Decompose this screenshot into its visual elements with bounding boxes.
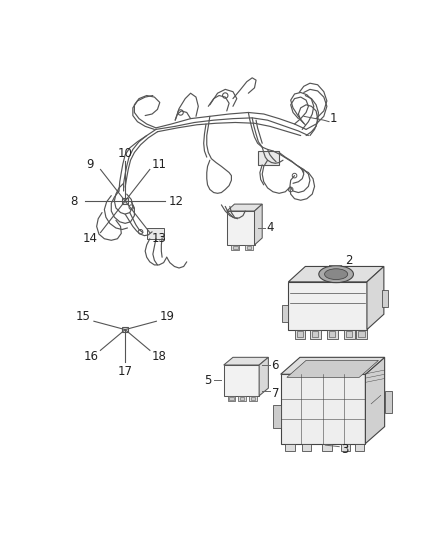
Text: 16: 16: [84, 350, 99, 363]
Bar: [385, 391, 392, 413]
Bar: [329, 331, 336, 336]
Bar: [355, 443, 364, 451]
Bar: [123, 327, 128, 332]
Bar: [245, 245, 253, 251]
Bar: [122, 198, 128, 204]
Polygon shape: [254, 204, 262, 245]
Bar: [240, 397, 244, 400]
Bar: [285, 443, 294, 451]
Polygon shape: [281, 357, 385, 374]
Bar: [302, 443, 311, 451]
Text: 1: 1: [329, 112, 337, 125]
Text: 3: 3: [341, 443, 348, 456]
Bar: [227, 211, 254, 245]
Bar: [224, 365, 259, 396]
Bar: [231, 245, 239, 251]
Text: 19: 19: [160, 310, 175, 323]
Bar: [358, 331, 364, 336]
Text: 11: 11: [152, 158, 166, 171]
Polygon shape: [287, 360, 378, 377]
Polygon shape: [367, 266, 384, 329]
Text: 17: 17: [118, 365, 133, 378]
Polygon shape: [365, 357, 385, 443]
Ellipse shape: [325, 269, 348, 280]
Polygon shape: [259, 357, 268, 396]
Bar: [344, 329, 355, 339]
Text: 2: 2: [345, 254, 352, 267]
Text: 13: 13: [152, 232, 166, 245]
Text: 14: 14: [82, 232, 97, 245]
Text: 12: 12: [169, 195, 184, 207]
Bar: [247, 246, 251, 249]
Bar: [294, 329, 305, 339]
Text: 15: 15: [76, 310, 91, 323]
Text: 4: 4: [266, 222, 274, 235]
Bar: [228, 396, 235, 401]
Bar: [258, 151, 279, 165]
Bar: [288, 282, 367, 329]
Bar: [238, 396, 246, 401]
Bar: [273, 405, 281, 428]
Bar: [312, 331, 318, 336]
Ellipse shape: [319, 265, 353, 282]
Text: 6: 6: [272, 359, 279, 372]
Bar: [249, 396, 257, 401]
Bar: [229, 397, 234, 400]
Bar: [341, 443, 350, 451]
Bar: [233, 246, 237, 249]
Text: 10: 10: [118, 147, 133, 160]
Bar: [381, 289, 388, 306]
Bar: [251, 397, 255, 400]
Bar: [356, 329, 367, 339]
Polygon shape: [224, 357, 268, 365]
Bar: [282, 305, 288, 322]
Bar: [346, 331, 352, 336]
Polygon shape: [227, 204, 262, 211]
Bar: [327, 329, 338, 339]
Bar: [310, 329, 321, 339]
Text: 9: 9: [86, 158, 93, 171]
Text: 8: 8: [71, 195, 78, 207]
Bar: [281, 374, 365, 443]
Bar: [322, 443, 332, 451]
Bar: [147, 228, 164, 239]
Polygon shape: [288, 266, 384, 282]
Text: 18: 18: [152, 350, 166, 363]
Text: 7: 7: [272, 387, 279, 400]
Text: 5: 5: [205, 374, 212, 387]
Bar: [297, 331, 303, 336]
